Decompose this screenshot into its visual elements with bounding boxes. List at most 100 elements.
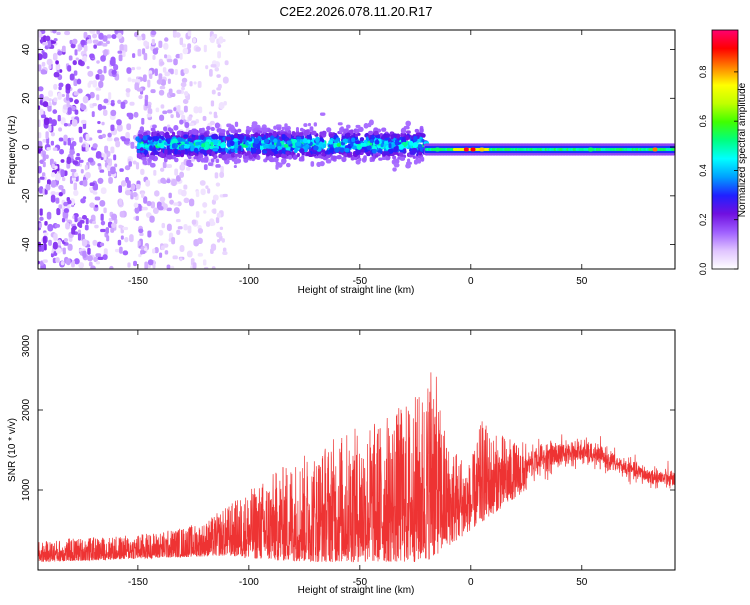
heatmap-cell — [291, 131, 296, 137]
heatmap-cell — [149, 145, 153, 151]
heatmap-cell — [58, 86, 62, 91]
heatmap-cell — [100, 187, 107, 195]
heatmap-cell — [217, 44, 222, 48]
heatmap-cell — [350, 129, 354, 136]
heatmap-cell — [214, 172, 219, 179]
heatmap-cell — [302, 138, 308, 144]
heatmap-cell — [160, 245, 165, 251]
heatmap-cell — [409, 150, 416, 155]
heatmap-cell — [417, 158, 421, 163]
heatmap-cell — [55, 63, 61, 71]
heatmap-cell — [243, 138, 247, 143]
heatmap-cell — [220, 129, 226, 134]
snr-x-axis-label: Height of straight line (km) — [298, 585, 415, 596]
heatmap-cell — [67, 199, 72, 205]
colorbar-gradient — [711, 29, 739, 270]
heatmap-cell — [88, 187, 94, 191]
heatmap-cell — [359, 137, 365, 142]
heatmap-cell — [220, 144, 226, 149]
heatmap-cell — [103, 207, 107, 214]
heatmap-cell — [381, 156, 387, 160]
heatmap-cell — [48, 124, 52, 132]
heatmap-cell — [152, 207, 159, 214]
heatmap-cell — [159, 152, 165, 158]
heatmap-cell — [62, 211, 69, 219]
heatmap-cell — [217, 91, 221, 97]
heatmap-cell — [210, 141, 214, 147]
colorbar-tick-label: 0.4 — [698, 164, 708, 177]
heatmap-cell — [193, 106, 199, 114]
heatmap-cell — [287, 130, 292, 134]
heatmap-cell — [209, 36, 216, 42]
heatmap-cell — [283, 143, 290, 148]
heatmap-cell — [161, 201, 165, 205]
heatmap-cell — [110, 146, 115, 154]
heatmap-cell — [74, 214, 78, 223]
heatmap-cell — [50, 191, 56, 196]
heatmap-cell — [371, 135, 375, 140]
heatmap-cell — [374, 139, 380, 145]
heatmap-cell — [144, 94, 149, 101]
heatmap-cell — [272, 131, 277, 137]
heatmap-cell — [69, 39, 73, 45]
heatmap-cell — [38, 30, 42, 38]
heatmap-cell — [173, 107, 177, 112]
heatmap-cell — [145, 179, 151, 187]
heatmap-cell — [303, 123, 308, 127]
heatmap-cell — [310, 161, 315, 167]
heatmap-cell — [159, 61, 165, 66]
heatmap-cell — [153, 136, 160, 142]
heatmap-cell — [210, 221, 216, 226]
heatmap-cell — [38, 177, 41, 184]
heatmap-cell — [53, 233, 58, 241]
heatmap-cell — [248, 154, 254, 160]
heatmap-cell — [99, 242, 105, 247]
heatmap-cell — [158, 229, 164, 236]
heatmap-cell — [269, 135, 275, 140]
heatmap-cell — [177, 104, 181, 113]
heatmap-cell — [251, 121, 258, 126]
heatmap-cell — [132, 160, 137, 165]
heatmap-cell — [319, 112, 326, 116]
heatmap-cell — [116, 32, 123, 39]
heatmap-cell — [168, 192, 172, 199]
heatmap-cell — [94, 204, 99, 208]
heatmap-cell — [263, 144, 270, 149]
heatmap-cell — [99, 200, 106, 207]
heatmap-cell — [103, 49, 108, 56]
heatmap-cell — [394, 158, 400, 165]
heatmap-cell — [62, 247, 66, 255]
heatmap-cell — [234, 121, 239, 127]
heatmap-cell — [39, 186, 43, 194]
heatmap-cell — [143, 196, 148, 204]
heatmap-cell — [213, 111, 218, 119]
heatmap-cell — [159, 252, 163, 258]
heatmap-cell — [141, 206, 148, 211]
heatmap-cell — [89, 30, 96, 34]
heatmap-cell — [133, 202, 139, 208]
heatmap-cell — [139, 232, 144, 236]
heatmap-cell — [420, 156, 425, 162]
heatmap-cell — [67, 123, 72, 127]
heatmap-cell — [197, 81, 202, 88]
heatmap-cell — [82, 250, 87, 258]
heatmap-cell — [72, 160, 79, 165]
heatmap-cell — [164, 250, 169, 255]
heatmap-cell — [83, 45, 88, 52]
heatmap-cell — [463, 147, 469, 152]
heatmap-cell — [328, 133, 335, 138]
heatmap-cell — [392, 155, 397, 160]
heatmap-cell — [73, 189, 79, 197]
heatmap-cell — [345, 132, 351, 138]
heatmap-cell — [154, 190, 160, 197]
heatmap-cell — [206, 149, 212, 155]
heatmap-cell — [193, 147, 199, 153]
heatmap-cell — [393, 146, 398, 153]
heatmap-cell — [39, 216, 44, 222]
heatmap-cell — [336, 143, 342, 147]
heatmap-cell — [73, 70, 78, 76]
heatmap-cell — [268, 156, 275, 163]
heatmap-cell — [217, 51, 221, 59]
heatmap-cell — [405, 135, 409, 141]
heatmap-cell — [435, 147, 441, 152]
